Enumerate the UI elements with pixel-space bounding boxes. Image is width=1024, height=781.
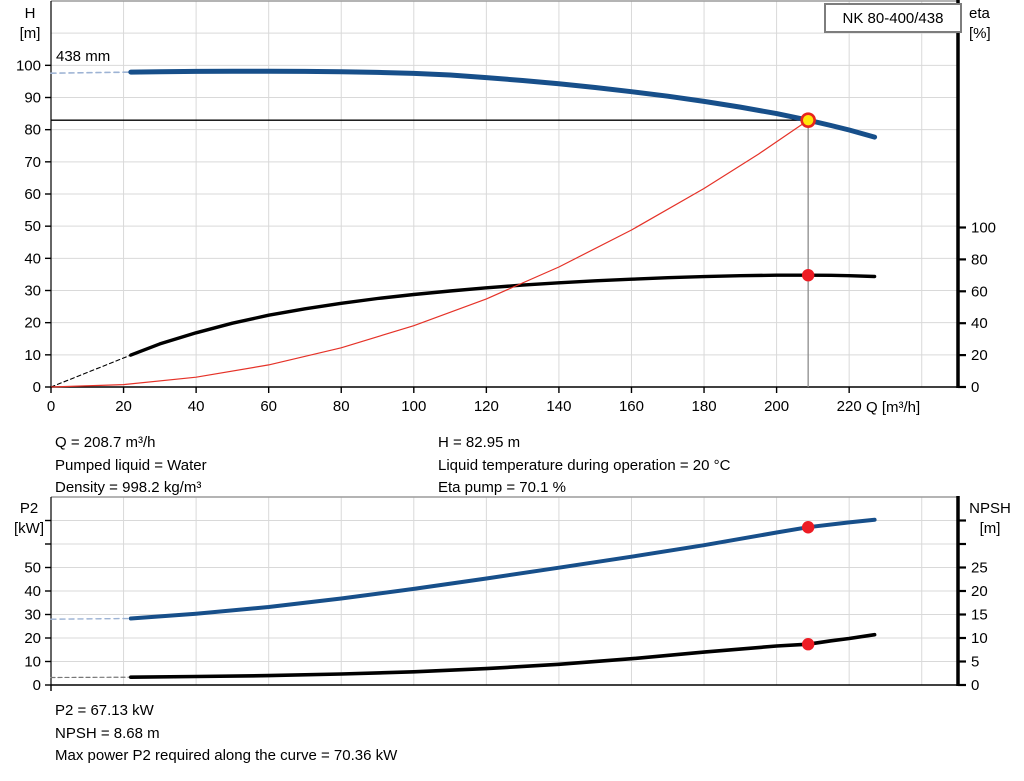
left-tick-label: 30 <box>24 607 41 624</box>
x-tick-label: 80 <box>333 398 350 415</box>
right-tick-label: 10 <box>971 630 988 647</box>
p2-axis-title-line1: P2 <box>19 500 39 517</box>
x-tick-label: 220 <box>837 398 862 415</box>
x-tick-label: 60 <box>260 398 277 415</box>
duty-info-left: Q = 208.7 m³/h Pumped liquid = Water Den… <box>55 432 207 500</box>
info-temperature: Liquid temperature during operation = 20… <box>438 456 731 474</box>
right-tick-label: 0 <box>971 677 979 694</box>
right-tick-label: 25 <box>971 560 988 577</box>
x-tick-label: 20 <box>115 398 132 415</box>
left-tick-label: 80 <box>24 122 41 139</box>
info-liquid: Pumped liquid = Water <box>55 456 207 474</box>
left-tick-label: 90 <box>24 90 41 107</box>
info-density: Density = 998.2 kg/m³ <box>55 479 202 496</box>
right-tick-label: 20 <box>971 347 988 364</box>
x-tick-label: 160 <box>619 398 644 415</box>
right-tick-label: 0 <box>971 379 979 396</box>
p2-npsh-chart: 0 10 20 30 40 50 0 5 10 15 20 25 <box>24 496 988 694</box>
npsh-point-marker <box>801 638 815 651</box>
p2-point-marker <box>801 521 815 534</box>
left-tick-label: 0 <box>33 379 41 396</box>
system-curve <box>50 119 809 388</box>
eta-axis-title-line1: eta <box>969 5 990 22</box>
h-q-chart: 0 20 40 60 80 100 120 140 160 180 200 2200102030405… <box>16 0 996 415</box>
right-tick-label: 20 <box>971 583 988 600</box>
h-axis-title-line2: [m] <box>19 25 41 42</box>
npsh-axis-title-line2: [m] <box>979 520 1001 537</box>
info-head: H = 82.95 m <box>438 434 521 451</box>
p2-axis-title: P2 [kW] <box>8 499 50 539</box>
info-p2: P2 = 67.13 kW <box>55 702 154 719</box>
left-tick-label: 50 <box>24 560 41 577</box>
left-tick-label: 20 <box>24 630 41 647</box>
left-tick-label: 40 <box>24 583 41 600</box>
x-tick-label: 40 <box>188 398 205 415</box>
h-axis-title: H [m] <box>10 4 50 44</box>
npsh-curve <box>129 632 877 679</box>
head-curve <box>128 68 878 140</box>
x-tick-label: 180 <box>692 398 717 415</box>
x-tick-label: 0 <box>47 398 55 415</box>
info-eta: Eta pump = 70.1 % <box>438 479 566 496</box>
info-max-power: Max power P2 required along the curve = … <box>55 747 398 764</box>
right-tick-label: 40 <box>971 315 988 332</box>
right-tick-label: 80 <box>971 251 988 268</box>
duty-info-right: H = 82.95 m Liquid temperature during op… <box>438 432 730 500</box>
left-tick-label: 30 <box>24 283 41 300</box>
left-tick-label: 20 <box>24 315 41 332</box>
info-flow: Q = 208.7 m³/h <box>55 434 156 451</box>
right-tick-label: 15 <box>971 607 988 624</box>
eta-point-marker <box>801 268 815 282</box>
x-tick-label: 100 <box>401 398 426 415</box>
p2-curve <box>128 517 877 621</box>
left-tick-label: 40 <box>24 250 41 267</box>
q-axis-title: Q [m³/h] <box>866 399 921 416</box>
right-tick-label: 60 <box>971 283 988 300</box>
impeller-diameter-label: 438 mm <box>56 48 111 65</box>
right-tick-label: 5 <box>971 654 979 671</box>
left-tick-label: 10 <box>24 347 41 364</box>
eta-axis-title: eta [%] <box>969 4 1019 44</box>
p2-axis-title-line2: [kW] <box>14 520 44 537</box>
h-axis-title-line1: H <box>24 5 36 22</box>
eta-axis-title-line2: [%] <box>969 25 991 42</box>
npsh-axis-title: NPSH [m] <box>962 499 1018 539</box>
duty-point-marker <box>800 112 816 128</box>
left-tick-label: 0 <box>33 677 41 694</box>
eta-curve-extension <box>50 354 132 388</box>
x-tick-label: 200 <box>764 398 789 415</box>
x-tick-label: 120 <box>474 398 499 415</box>
pump-model-label: NK 80-400/438 <box>842 9 944 27</box>
left-tick-label: 50 <box>24 218 41 235</box>
left-tick-label: 10 <box>24 654 41 671</box>
eta-curve <box>129 273 877 357</box>
head-curve-extension <box>50 71 132 74</box>
power-info: P2 = 67.13 kW NPSH = 8.68 m Max power P2… <box>55 700 397 768</box>
info-npsh: NPSH = 8.68 m <box>55 724 160 742</box>
left-tick-label: 60 <box>24 186 41 203</box>
npsh-axis-title-line1: NPSH <box>969 500 1011 517</box>
left-tick-label: 70 <box>24 154 41 171</box>
pump-model-box: NK 80-400/438 <box>824 3 962 33</box>
p2-curve-extension <box>50 617 132 620</box>
right-tick-label: 100 <box>971 219 996 236</box>
x-tick-label: 140 <box>546 398 571 415</box>
left-tick-label: 100 <box>16 57 41 74</box>
